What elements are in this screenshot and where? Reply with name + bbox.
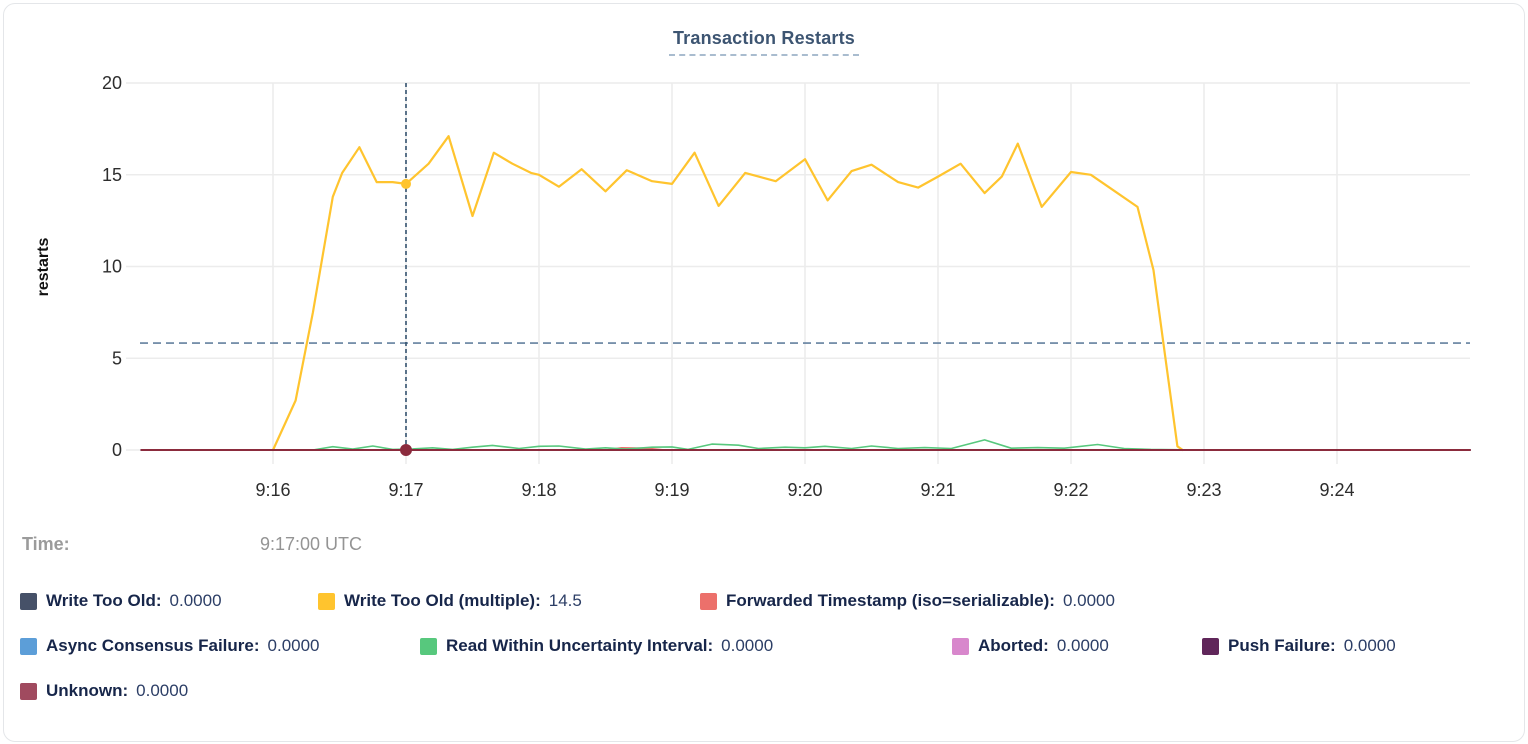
chart-title-wrap: Transaction Restarts bbox=[0, 28, 1528, 56]
legend-item-push_failure[interactable]: Push Failure: 0.0000 bbox=[1202, 635, 1396, 657]
legend-label: Unknown: bbox=[46, 681, 129, 700]
legend-item-async_consensus_failure[interactable]: Async Consensus Failure: 0.0000 bbox=[20, 635, 320, 657]
legend-label: Write Too Old: bbox=[46, 591, 162, 610]
y-axis-labels: 0 5 10 15 20 bbox=[102, 73, 122, 460]
svg-text:15: 15 bbox=[102, 165, 122, 185]
restarts-chart[interactable]: 0 5 10 15 20 9:16 9:17 9:18 9:19 9:20 9:21 9:22 9:23… bbox=[0, 0, 1528, 515]
chart-title[interactable]: Transaction Restarts bbox=[668, 28, 860, 56]
legend-item-forwarded_timestamp[interactable]: Forwarded Timestamp (iso=serializable): … bbox=[700, 590, 1115, 612]
legend-item-unknown[interactable]: Unknown: 0.0000 bbox=[20, 680, 188, 702]
legend-item-write_too_old_multiple[interactable]: Write Too Old (multiple): 14.5 bbox=[318, 590, 582, 612]
legend-item-read_within_uncertainty[interactable]: Read Within Uncertainty Interval: 0.0000 bbox=[420, 635, 773, 657]
legend-value: 0.0000 bbox=[1056, 636, 1109, 655]
legend-value: 0.0000 bbox=[1062, 591, 1115, 610]
gridlines bbox=[126, 82, 1470, 464]
legend-label: Write Too Old (multiple): bbox=[344, 591, 541, 610]
legend-swatch bbox=[1202, 637, 1219, 655]
legend-value: 0.0000 bbox=[267, 636, 320, 655]
series-write_too_old_multiple bbox=[271, 135, 1184, 452]
svg-text:9:17: 9:17 bbox=[388, 480, 423, 500]
legend-value: 14.5 bbox=[548, 591, 582, 610]
svg-text:9:20: 9:20 bbox=[787, 480, 822, 500]
legend-swatch bbox=[700, 592, 717, 610]
time-label: Time: bbox=[22, 534, 70, 554]
legend-label: Push Failure: bbox=[1228, 636, 1336, 655]
chart-card bbox=[3, 3, 1525, 742]
svg-text:9:23: 9:23 bbox=[1186, 480, 1221, 500]
legend-swatch bbox=[20, 592, 37, 610]
series-read_within_uncertainty bbox=[140, 439, 1471, 451]
legend-value: 0.0000 bbox=[1343, 636, 1396, 655]
legend-item-aborted[interactable]: Aborted: 0.0000 bbox=[952, 635, 1109, 657]
crosshair-dot-unknown bbox=[400, 444, 412, 456]
crosshair-dot-write_too_old_multiple bbox=[401, 178, 411, 189]
svg-text:9:21: 9:21 bbox=[920, 480, 955, 500]
time-value: 9:17:00 UTC bbox=[260, 534, 363, 554]
svg-text:9:16: 9:16 bbox=[255, 480, 290, 500]
svg-text:9:24: 9:24 bbox=[1319, 480, 1354, 500]
legend-swatch bbox=[952, 637, 969, 655]
legend-label: Read Within Uncertainty Interval: bbox=[446, 636, 714, 655]
x-axis-labels: 9:16 9:17 9:18 9:19 9:20 9:21 9:22 9:23 9:24 bbox=[255, 480, 1354, 500]
svg-text:10: 10 bbox=[102, 257, 122, 277]
svg-text:20: 20 bbox=[102, 73, 122, 93]
svg-text:5: 5 bbox=[112, 348, 122, 368]
legend-swatch bbox=[318, 592, 335, 610]
legend-swatch bbox=[20, 637, 37, 655]
legend-value: 0.0000 bbox=[169, 591, 222, 610]
legend-label: Async Consensus Failure: bbox=[46, 636, 260, 655]
legend-value: 0.0000 bbox=[721, 636, 774, 655]
legend-item-write_too_old[interactable]: Write Too Old: 0.0000 bbox=[20, 590, 222, 612]
svg-text:0: 0 bbox=[112, 440, 122, 460]
y-axis-title: restarts bbox=[35, 238, 52, 297]
time-readout: Time: 9:17:00 UTC bbox=[22, 534, 1502, 558]
legend-label: Forwarded Timestamp (iso=serializable): bbox=[726, 591, 1055, 610]
svg-text:9:18: 9:18 bbox=[521, 480, 556, 500]
legend-label: Aborted: bbox=[978, 636, 1049, 655]
legend-value: 0.0000 bbox=[136, 681, 189, 700]
legend-swatch bbox=[20, 682, 37, 700]
legend-swatch bbox=[420, 637, 437, 655]
svg-text:9:22: 9:22 bbox=[1053, 480, 1088, 500]
svg-text:9:19: 9:19 bbox=[654, 480, 689, 500]
